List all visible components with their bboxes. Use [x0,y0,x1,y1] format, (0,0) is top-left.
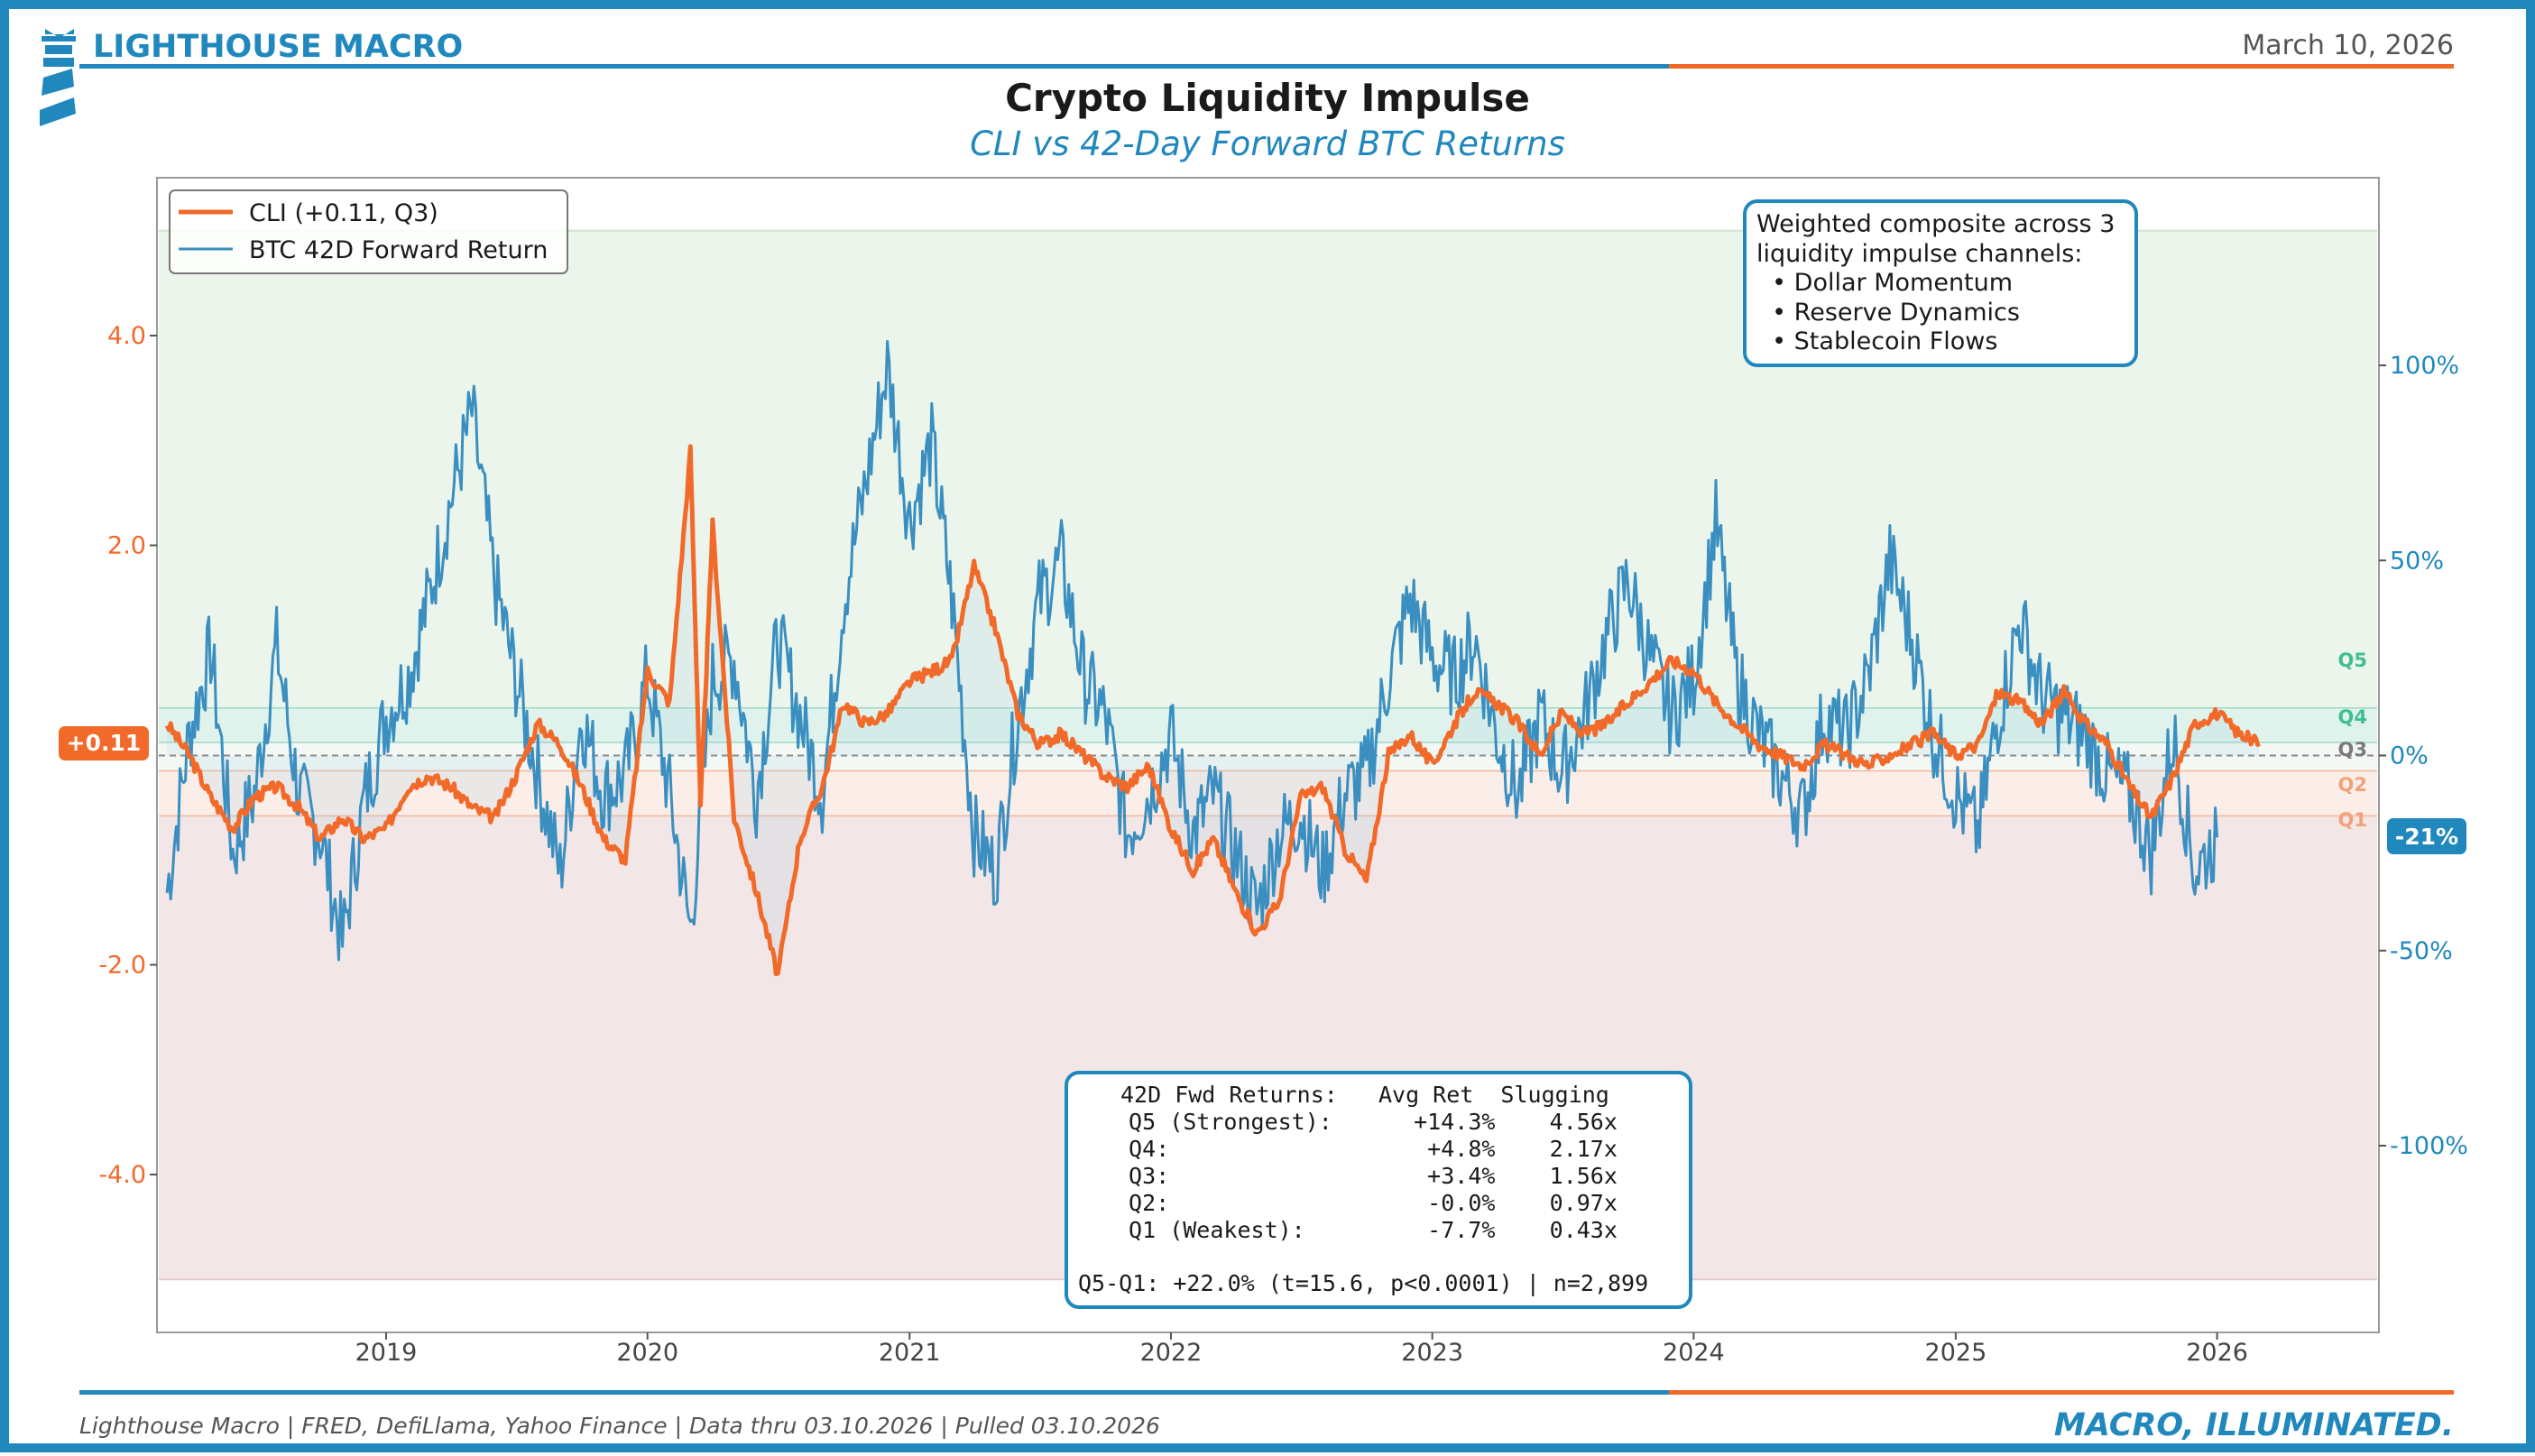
channels-line: Weighted composite across 3 [1756,210,2115,238]
y-right-tick-label: -100% [2390,1132,2468,1160]
x-axis: 2019 2020 2021 2022 2023 2024 2025 2026 [355,1332,2248,1367]
y-axis-right: 100% 50% 0% -50% -100% [2379,352,2468,1160]
tagline: MACRO, ILLUMINATED. [2054,1407,2454,1443]
chart-title: Crypto Liquidity Impulse [1005,76,1530,120]
chart-lines [164,339,2261,977]
channels-line: • Stablecoin Flows [1756,327,1997,355]
y-left-tick-label: -4.0 [98,1161,146,1189]
stats-row: Q2: -0.0% 0.97x [1115,1190,1618,1216]
y-right-tick-label: 50% [2390,547,2444,575]
stats-table: 42D Fwd Returns: Avg Ret Slugging Q5 (St… [1065,1071,1692,1309]
x-tick-label: 2023 [1401,1339,1463,1367]
stats-row: Q3: +3.4% 1.56x [1115,1163,1618,1189]
brand-name: LIGHTHOUSE MACRO [93,29,463,65]
footer-rule-blue [79,1390,1669,1395]
quintile-label: Q1 [2338,809,2367,831]
cli-fill-area [167,446,2260,974]
x-tick-label: 2026 [2186,1339,2248,1367]
header-rule-blue [79,64,1669,69]
cli-line [164,444,2261,977]
cli-area-fill [167,446,2260,974]
quintile-labels: Q5 Q4 Q3 Q2 Q1 [2338,650,2367,831]
cli-current-value: +0.11 [67,730,142,756]
report-date: March 10, 2026 [2242,30,2454,61]
stats-header: 42D Fwd Returns: Avg Ret Slugging [1120,1082,1609,1108]
x-tick-label: 2019 [355,1339,418,1367]
y-right-tick-label: 100% [2390,352,2459,380]
channels-line: • Dollar Momentum [1756,269,2013,297]
channels-annotation: Weighted composite across 3 liquidity im… [1743,199,2138,367]
x-tick-label: 2025 [1925,1339,1987,1367]
quintile-label: Q4 [2338,706,2367,728]
x-tick-label: 2024 [1663,1339,1725,1367]
quintile-label: Q2 [2338,774,2367,796]
btc-current-badge: -21% [2387,818,2466,854]
stats-row: Q4: +4.8% 2.17x [1115,1136,1618,1162]
footer-rule-orange [1669,1390,2454,1395]
y-left-tick-label: 2.0 [107,532,146,560]
btc-current-value: -21% [2395,824,2458,850]
x-tick-label: 2020 [616,1339,678,1367]
channels-line: liquidity impulse channels: [1756,240,2082,268]
y-left-tick-label: 4.0 [107,322,146,350]
q2-band [159,770,2377,816]
y-right-tick-label: -50% [2390,937,2453,965]
chart-subtitle: CLI vs 42-Day Forward BTC Returns [970,124,1565,163]
x-tick-label: 2022 [1140,1339,1203,1367]
header-rule-orange [1669,64,2454,69]
footer-source: Lighthouse Macro | FRED, DefiLlama, Yaho… [79,1413,1160,1439]
lighthouse-logo-icon [40,29,76,126]
y-right-tick-label: 0% [2390,742,2429,770]
stats-footer: Q5-Q1: +22.0% (t=15.6, p<0.0001) | n=2,8… [1078,1270,1648,1296]
y-left-tick-label: -2.0 [98,952,146,980]
quintile-label: Q3 [2338,739,2367,760]
channels-line: • Reserve Dynamics [1756,299,2020,327]
y-axis-left: 4.0 2.0 -2.0 -4.0 [98,322,157,1189]
btc-forward-return-line [165,339,2219,962]
stats-row: Q1 (Weakest): -7.7% 0.43x [1115,1217,1618,1243]
legend-label-btc: BTC 42D Forward Return [249,236,548,264]
stats-row: Q5 (Strongest): +14.3% 4.56x [1115,1109,1618,1135]
quintile-label: Q5 [2338,650,2367,671]
x-tick-label: 2021 [879,1339,941,1367]
chart-legend: CLI (+0.11, Q3) BTC 42D Forward Return [169,189,568,274]
cli-current-badge: +0.11 [59,726,149,760]
legend-label-cli: CLI (+0.11, Q3) [249,199,438,227]
